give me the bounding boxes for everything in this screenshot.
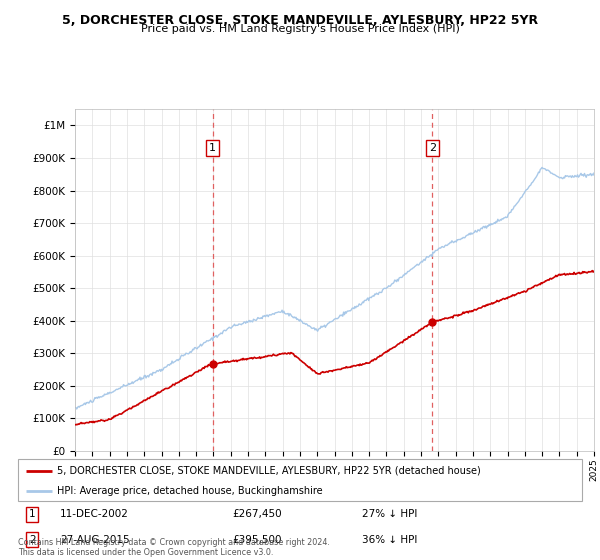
Text: £395,500: £395,500 xyxy=(232,535,282,545)
Text: 1: 1 xyxy=(209,143,216,153)
Text: Price paid vs. HM Land Registry's House Price Index (HPI): Price paid vs. HM Land Registry's House … xyxy=(140,24,460,34)
Text: £267,450: £267,450 xyxy=(232,509,282,519)
Text: 5, DORCHESTER CLOSE, STOKE MANDEVILLE, AYLESBURY, HP22 5YR: 5, DORCHESTER CLOSE, STOKE MANDEVILLE, A… xyxy=(62,14,538,27)
Text: 5, DORCHESTER CLOSE, STOKE MANDEVILLE, AYLESBURY, HP22 5YR (detached house): 5, DORCHESTER CLOSE, STOKE MANDEVILLE, A… xyxy=(58,466,481,476)
Text: 1: 1 xyxy=(29,509,35,519)
Text: 2: 2 xyxy=(428,143,436,153)
Text: Contains HM Land Registry data © Crown copyright and database right 2024.
This d: Contains HM Land Registry data © Crown c… xyxy=(18,538,330,557)
Text: HPI: Average price, detached house, Buckinghamshire: HPI: Average price, detached house, Buck… xyxy=(58,486,323,496)
Text: 11-DEC-2002: 11-DEC-2002 xyxy=(60,509,129,519)
Text: 2: 2 xyxy=(29,535,35,545)
Text: 36% ↓ HPI: 36% ↓ HPI xyxy=(362,535,418,545)
Text: 27-AUG-2015: 27-AUG-2015 xyxy=(60,535,130,545)
Text: 27% ↓ HPI: 27% ↓ HPI xyxy=(362,509,418,519)
